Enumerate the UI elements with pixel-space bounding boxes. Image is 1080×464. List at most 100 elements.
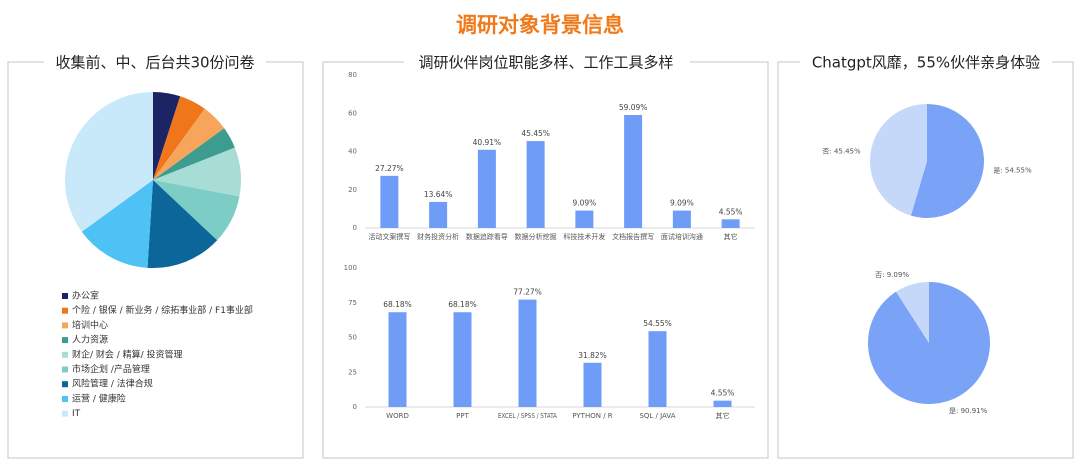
panel-title: 收集前、中、后台共30份问卷 [55,54,254,72]
pie-slice [65,92,153,232]
slice-value: 45.45% [834,147,861,155]
bar [518,299,537,407]
value-label: 31.82% [578,351,607,360]
bar [575,210,594,228]
x-tick-label: 数据追踪看导 [466,232,508,241]
bar [429,201,448,228]
slice-separator: : [829,147,834,155]
x-tick-label: PYTHON / R [572,412,612,420]
x-tick-label: 财务投资分析 [417,232,459,241]
value-label: 45.45% [521,129,550,138]
legend-label: 办公室 [72,290,99,302]
title-bg [44,52,266,72]
x-tick-label: SQL / JAVA [639,412,675,420]
legend-label: IT [72,409,81,419]
legend-swatch [62,410,68,417]
panel-title: 调研伙伴岗位职能多样、工作工具多样 [418,54,673,72]
bar [380,175,399,228]
pie-slice [910,104,984,218]
value-label: 13.64% [424,190,453,199]
y-tick-label: 75 [348,299,357,307]
bar [583,362,602,407]
bar [453,312,472,407]
legend-label: 风险管理 / 法律合规 [72,378,153,390]
slice-separator: : [882,271,887,279]
bar [526,141,545,228]
pie-slice [153,147,241,197]
legend-label: 人力资源 [72,334,108,346]
pie-slice [153,96,205,180]
y-tick-label: 100 [344,264,357,272]
pie-slice [153,128,235,180]
pie-slice [81,180,153,268]
legend-swatch [62,322,68,329]
value-label: 77.27% [513,288,542,297]
slice-value: 90.91% [961,407,988,415]
slice-label: 否: 45.45% [822,147,861,155]
title-bg [404,52,690,72]
x-tick-label: EXCEL / SPSS / STATA [498,412,557,420]
legend-swatch [62,366,68,373]
value-label: 54.55% [643,319,672,328]
bar [624,114,643,228]
legend-label: 财企/ 财会 / 精算/ 投资管理 [72,348,183,360]
x-tick-label: 其它 [724,232,738,241]
y-tick-label: 20 [348,186,357,194]
y-tick-label: 25 [348,368,357,376]
value-label: 4.55% [711,389,735,398]
x-tick-label: 其它 [716,411,730,420]
y-tick-label: 80 [348,71,357,79]
slice-label: 是: 90.91% [949,407,988,415]
value-label: 9.09% [572,199,596,208]
slice-value: 54.55% [1005,167,1032,175]
slice-separator: : [956,407,961,415]
slice-separator: : [1000,167,1005,175]
slice-label: 是: 54.55% [993,167,1032,175]
pie-slice [896,282,929,343]
value-label: 68.18% [448,300,477,309]
slice-category: 是 [993,167,1000,175]
legend-swatch [62,381,68,388]
x-tick-label: PPT [456,412,469,420]
x-tick-label: 活动文案撰写 [368,232,410,241]
y-tick-label: 40 [348,148,357,156]
y-tick-label: 50 [348,334,357,342]
legend-swatch [62,307,68,314]
pie-slice [147,180,218,268]
panel-title: Chatgpt风靡，55%伙伴亲身体验 [812,54,1040,72]
pie-slice [869,104,927,216]
bar [721,219,740,228]
y-tick-label: 0 [353,224,357,232]
legend-label: 市场企划 /产品管理 [72,363,150,375]
legend-label: 培训中心 [72,319,108,331]
value-label: 9.09% [670,199,694,208]
legend-swatch [62,293,68,299]
legend-label: 运营 / 健康险 [72,392,126,404]
slice-category: 否 [822,147,829,155]
slice-category: 是 [949,407,956,415]
pie-slice [153,92,181,180]
page-title: 调研对象背景信息 [456,13,624,37]
y-tick-label: 60 [348,109,357,117]
legend-swatch [62,395,68,402]
value-label: 27.27% [375,164,404,173]
bar [388,312,407,407]
x-tick-label: 数据分析挖掘 [515,232,557,241]
slice-category: 否 [875,271,882,279]
x-tick-label: WORD [386,412,409,420]
bar [672,210,691,228]
x-tick-label: 科技技术开发 [563,232,605,241]
x-tick-label: 文档报告撰写 [612,232,654,241]
title-bg [800,52,1052,72]
legend-swatch [62,337,68,344]
bar [648,331,667,407]
value-label: 59.09% [619,103,648,112]
bar [713,400,732,407]
pie-slice [153,180,240,241]
pie-slice [153,108,225,180]
value-label: 68.18% [383,300,412,309]
legend-label: 个险 / 银保 / 新业务 / 综拓事业部 / F1事业部 [72,304,253,316]
y-tick-label: 0 [353,403,357,411]
slice-label: 否: 9.09% [875,271,909,279]
